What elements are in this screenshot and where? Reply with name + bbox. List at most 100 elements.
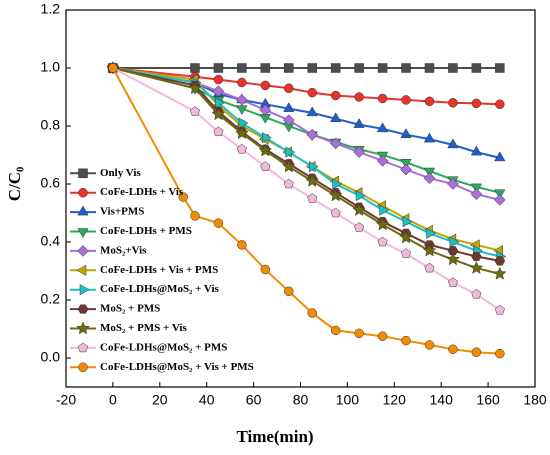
- marker: [354, 222, 365, 232]
- marker: [471, 288, 482, 299]
- marker: [213, 218, 224, 228]
- marker: [493, 194, 506, 206]
- marker: [260, 161, 271, 171]
- marker: [492, 266, 507, 280]
- series-line: [112, 67, 500, 355]
- marker: [471, 251, 482, 262]
- marker: [212, 85, 225, 98]
- marker: [449, 236, 460, 248]
- marker: [308, 160, 319, 173]
- x-tick-label: 60: [246, 392, 262, 408]
- marker: [211, 107, 226, 121]
- marker: [471, 63, 482, 73]
- y-tick-label: 0.0: [41, 349, 61, 365]
- marker: [77, 304, 89, 314]
- marker: [401, 335, 411, 346]
- series-line: [112, 67, 501, 252]
- legend-label: CoFe-LDHs + PMS: [100, 225, 192, 237]
- marker: [332, 178, 343, 190]
- y-tick-label: 0.8: [41, 117, 61, 133]
- x-tick-label: 20: [152, 392, 168, 408]
- marker: [283, 102, 295, 112]
- marker: [448, 63, 458, 73]
- marker: [354, 328, 364, 339]
- y-tick-label: 0.4: [41, 233, 61, 249]
- marker: [330, 325, 341, 336]
- marker: [400, 163, 412, 176]
- marker: [281, 159, 296, 173]
- y-tick-label: 1.0: [41, 59, 61, 75]
- legend-label: CoFe-LDHs + Vis: [100, 186, 184, 198]
- marker: [77, 245, 89, 257]
- marker: [285, 146, 296, 158]
- marker: [330, 63, 341, 73]
- marker: [401, 63, 411, 73]
- y-axis-label: C/C₀: [5, 167, 24, 201]
- x-tick-label: 180: [523, 392, 547, 408]
- marker: [353, 146, 365, 158]
- marker: [213, 63, 224, 73]
- marker: [190, 211, 200, 221]
- marker: [330, 207, 341, 218]
- marker: [446, 252, 460, 266]
- marker: [307, 308, 317, 318]
- marker: [377, 236, 388, 247]
- marker: [238, 117, 249, 129]
- x-tick-label: 80: [293, 392, 309, 408]
- marker: [215, 97, 225, 109]
- marker: [354, 63, 364, 73]
- marker: [377, 63, 388, 73]
- marker: [471, 347, 482, 357]
- marker: [307, 63, 317, 73]
- marker: [108, 63, 118, 73]
- marker: [178, 192, 188, 202]
- marker: [236, 143, 247, 154]
- marker: [329, 137, 342, 150]
- marker: [470, 188, 483, 201]
- legend-label: CoFe-LDHs + Vis + PMS: [100, 264, 218, 276]
- marker: [448, 344, 458, 355]
- marker: [262, 131, 272, 144]
- marker: [77, 342, 89, 353]
- marker: [375, 217, 390, 231]
- legend-label: CoFe-LDHs@MoS₂ + Vis: [100, 283, 220, 295]
- marker: [77, 205, 89, 216]
- series-line: [112, 67, 501, 201]
- marker: [377, 331, 388, 341]
- legend-label: Vis+PMS: [100, 206, 144, 218]
- marker: [237, 63, 247, 73]
- x-tick-label: 0: [109, 392, 117, 408]
- marker: [424, 340, 435, 350]
- marker: [78, 362, 88, 373]
- marker: [188, 81, 202, 95]
- marker: [376, 122, 389, 133]
- marker: [470, 145, 483, 156]
- marker: [76, 321, 90, 335]
- marker: [259, 104, 272, 116]
- marker: [284, 63, 294, 73]
- marker: [494, 256, 506, 266]
- marker: [79, 284, 90, 296]
- marker: [426, 227, 436, 239]
- series: [108, 63, 505, 359]
- marker: [307, 87, 317, 98]
- x-tick-label: 120: [383, 392, 407, 408]
- marker: [213, 126, 224, 137]
- marker: [399, 230, 413, 244]
- x-tick-label: 140: [430, 392, 454, 408]
- marker: [422, 243, 437, 257]
- x-tick-label: 160: [476, 392, 500, 408]
- marker: [77, 228, 89, 238]
- marker: [494, 151, 506, 162]
- legend-label: MoS₂+Vis: [100, 244, 147, 256]
- marker: [377, 93, 388, 104]
- marker: [284, 83, 294, 94]
- x-axis-label: Time(min): [236, 427, 313, 446]
- marker: [471, 98, 482, 109]
- series: [108, 63, 505, 109]
- marker: [448, 98, 458, 108]
- marker: [401, 95, 411, 105]
- marker: [469, 260, 484, 274]
- marker: [401, 248, 412, 258]
